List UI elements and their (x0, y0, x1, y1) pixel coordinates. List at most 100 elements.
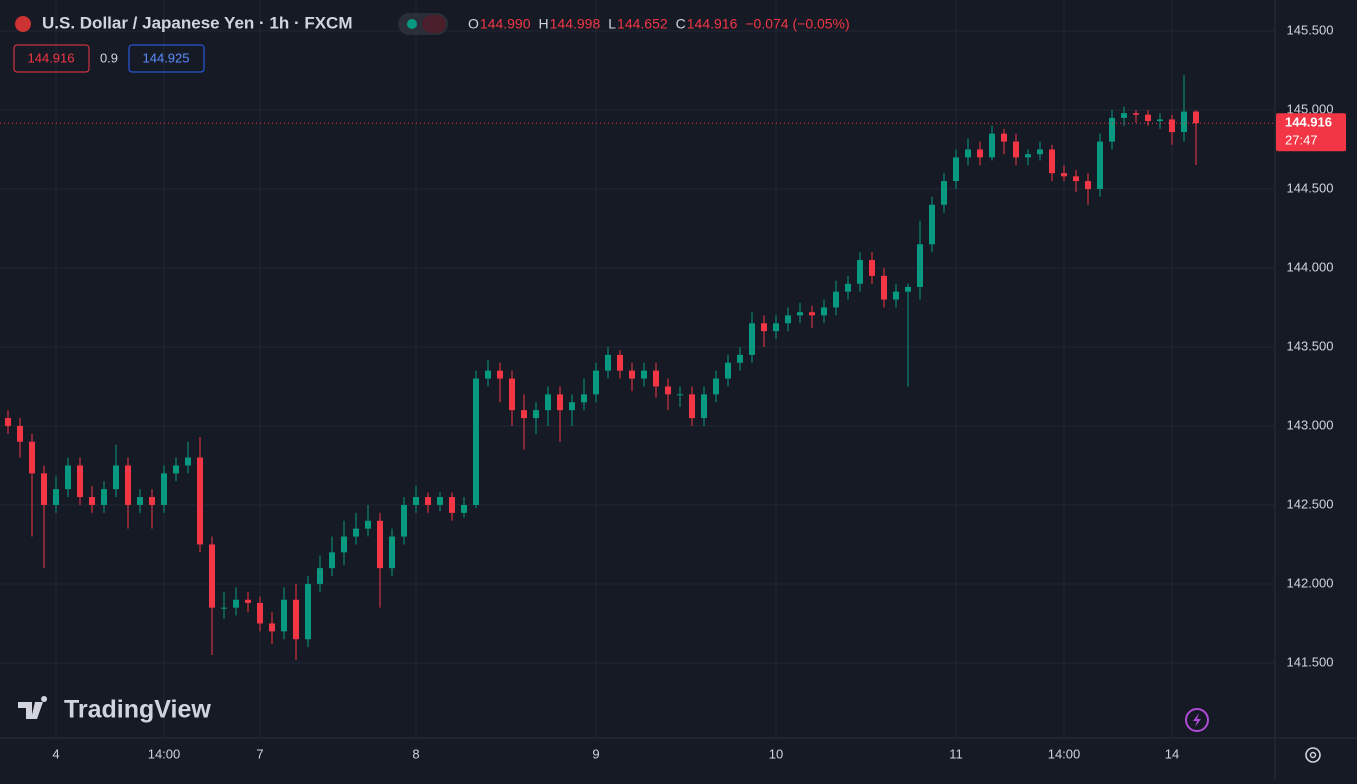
legend-value: 144.916 (687, 16, 738, 32)
x-tick-label: 14:00 (148, 746, 181, 761)
candle-body (977, 149, 983, 158)
candle-body (1025, 154, 1031, 158)
candle-body (437, 497, 443, 505)
candle-body (17, 425, 23, 442)
y-tick-label: 145.500 (1287, 22, 1334, 37)
candle-body (821, 307, 827, 316)
candle-body (137, 497, 143, 505)
candle-body (929, 204, 935, 245)
candle-body (89, 497, 95, 505)
y-tick-label: 141.500 (1287, 654, 1334, 669)
ohlc-legend: O 144.990 H 144.998 L 144.652 C 144.916 −0.074 (… (468, 16, 850, 32)
candle-body (641, 370, 647, 379)
candle-body (173, 465, 179, 474)
candle-body (377, 520, 383, 569)
brand-logo: TradingView (18, 696, 211, 724)
candle-body (1073, 176, 1079, 182)
candle-body (881, 275, 887, 300)
countdown: 27:47 (1285, 133, 1318, 148)
candle-body (941, 181, 947, 205)
candle-body (581, 394, 587, 403)
candle-body (797, 312, 803, 316)
x-tick-label: 11 (949, 746, 963, 761)
candle-body (953, 157, 959, 182)
settings-icon[interactable] (1305, 747, 1321, 763)
candle-body (293, 599, 299, 640)
candle-body (629, 370, 635, 379)
market-status (407, 19, 417, 29)
candle-body (737, 354, 743, 363)
candle-body (257, 602, 263, 624)
candle-body (965, 149, 971, 158)
candle-body (1037, 149, 1043, 155)
candle-body (449, 497, 455, 513)
candle-body (689, 394, 695, 419)
candle-body (1013, 141, 1019, 158)
candle-body (1085, 181, 1091, 189)
x-tick-label: 8 (412, 746, 419, 761)
logo-icon (18, 696, 48, 719)
candle-body (77, 465, 83, 498)
candle-body (833, 291, 839, 308)
legend-key: C (676, 16, 686, 32)
candle-body (905, 286, 911, 292)
candle-body (473, 378, 479, 505)
candle-body (725, 362, 731, 379)
candle-body (5, 418, 11, 426)
candle-body (113, 465, 119, 490)
alert-icon[interactable] (1185, 708, 1209, 732)
candle-body (233, 599, 239, 608)
candle-body (557, 394, 563, 411)
delay-status (422, 15, 446, 33)
legend-key: H (539, 16, 549, 32)
x-tick-label: 10 (769, 746, 783, 761)
sell-button[interactable] (13, 44, 90, 73)
candle-body (269, 623, 275, 632)
candle-body (761, 323, 767, 332)
candle-body (809, 312, 815, 316)
candle-body (53, 489, 59, 505)
candle-body (389, 536, 395, 569)
candle-body (425, 497, 431, 505)
candle-body (1121, 113, 1127, 118)
candle-body (989, 133, 995, 158)
y-tick-label: 143.000 (1287, 417, 1334, 432)
candle-body (569, 402, 575, 411)
candle-body (29, 441, 35, 474)
candle-body (353, 528, 359, 537)
candle-body (161, 473, 167, 505)
ask-price: 144.925 (143, 50, 190, 65)
buy-button[interactable] (128, 44, 205, 73)
y-tick-label: 143.500 (1287, 338, 1334, 353)
candle-body (545, 394, 551, 411)
brand-name: TradingView (64, 696, 211, 724)
candle-body (593, 370, 599, 395)
candle-body (893, 291, 899, 300)
candle-body (125, 465, 131, 505)
settings-icon-center (1309, 751, 1317, 759)
y-tick-label: 142.500 (1287, 496, 1334, 511)
candle-body (329, 552, 335, 569)
flag-icon (15, 16, 31, 32)
bid-price: 144.916 (28, 50, 75, 65)
candle-body (1049, 149, 1055, 174)
candle-body (185, 457, 191, 466)
candle-body (365, 520, 371, 529)
candle-body (245, 599, 251, 603)
candle-body (713, 378, 719, 395)
candle-body (413, 497, 419, 505)
y-tick-label: 144.500 (1287, 180, 1334, 195)
candle-body (1145, 114, 1151, 122)
candle-body (1097, 141, 1103, 189)
x-tick-label: 14 (1165, 746, 1179, 761)
candle-body (773, 323, 779, 332)
candle-body (785, 315, 791, 324)
candle-body (281, 599, 287, 632)
candle-body (653, 370, 659, 387)
candle-body (521, 410, 527, 419)
candle-body (1133, 113, 1139, 115)
candle-body (461, 504, 467, 513)
last-price-box (1276, 113, 1346, 152)
candle-body (341, 536, 347, 553)
symbol-title: U.S. Dollar / Japanese Yen · 1h · FXCM (42, 13, 353, 32)
